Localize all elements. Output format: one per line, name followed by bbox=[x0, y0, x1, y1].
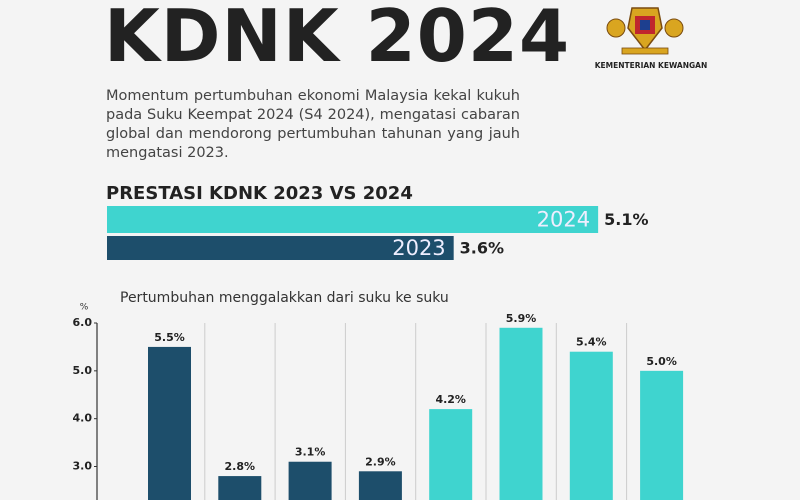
y-tick-label: 5.0 bbox=[73, 364, 93, 377]
value-label: 5.0% bbox=[646, 355, 677, 368]
value-label: 5.1% bbox=[604, 210, 648, 229]
value-label: 3.1% bbox=[295, 446, 326, 459]
ministry-label: KEMENTERIAN KEWANGAN bbox=[594, 61, 708, 70]
bar-category: 2023 bbox=[392, 236, 445, 260]
bar bbox=[107, 236, 454, 260]
value-label: 5.9% bbox=[506, 312, 537, 325]
bar bbox=[107, 206, 599, 233]
bar bbox=[358, 471, 402, 500]
y-tick-label: 4.0 bbox=[73, 412, 93, 425]
bar bbox=[218, 476, 262, 500]
bar bbox=[569, 351, 613, 500]
value-label: 5.5% bbox=[154, 331, 185, 344]
y-tick-label: 3.0 bbox=[73, 460, 93, 473]
crest-logo bbox=[606, 7, 684, 55]
subtitle: Pertumbuhan menggalakkan dari suku ke su… bbox=[120, 290, 449, 306]
chart-title: PRESTASI KDNK 2023 VS 2024 bbox=[106, 183, 413, 204]
value-label: 4.2% bbox=[435, 393, 466, 406]
value-label: 5.4% bbox=[576, 336, 607, 349]
y-tick-label: 6.0 bbox=[73, 316, 93, 329]
value-label: 2.8% bbox=[225, 460, 256, 473]
value-label: 3.6% bbox=[460, 239, 504, 258]
description: Momentum pertumbuhan ekonomi Malaysia ke… bbox=[106, 88, 520, 161]
value-label: 2.9% bbox=[365, 455, 396, 468]
bar bbox=[148, 346, 191, 500]
y-axis-label: % bbox=[80, 303, 89, 313]
bar bbox=[288, 461, 332, 500]
bar-category: 2024 bbox=[537, 208, 590, 232]
bar bbox=[429, 409, 473, 500]
bar bbox=[499, 327, 543, 500]
bar bbox=[640, 370, 684, 500]
title: KDNK 2024 bbox=[104, 0, 571, 78]
